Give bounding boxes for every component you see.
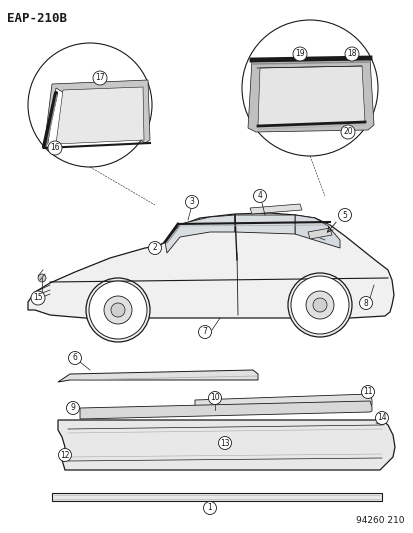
Text: 10: 10 [210, 393, 219, 402]
Text: EAP-210B: EAP-210B [7, 12, 67, 25]
Text: 9: 9 [70, 403, 75, 413]
Circle shape [93, 71, 107, 85]
Text: 18: 18 [347, 50, 356, 59]
Text: 13: 13 [220, 439, 229, 448]
Text: 94260 210: 94260 210 [356, 516, 404, 525]
Circle shape [292, 47, 306, 61]
Text: 19: 19 [294, 50, 304, 59]
Bar [52, 493, 381, 501]
Polygon shape [80, 401, 371, 419]
Text: 17: 17 [95, 74, 104, 83]
Polygon shape [307, 228, 331, 239]
Text: 15: 15 [33, 294, 43, 303]
Text: 16: 16 [50, 143, 59, 152]
Text: 11: 11 [362, 387, 372, 397]
Polygon shape [235, 215, 294, 234]
Circle shape [31, 291, 45, 305]
Polygon shape [249, 204, 301, 214]
Circle shape [185, 196, 198, 208]
Polygon shape [165, 215, 235, 253]
Polygon shape [58, 420, 394, 470]
Polygon shape [195, 394, 371, 412]
Circle shape [305, 291, 333, 319]
Text: 1: 1 [207, 504, 212, 513]
Text: 6: 6 [72, 353, 77, 362]
Circle shape [86, 278, 150, 342]
Circle shape [253, 190, 266, 203]
Text: 12: 12 [60, 450, 69, 459]
Circle shape [148, 241, 161, 254]
Text: 5: 5 [342, 211, 347, 220]
Polygon shape [257, 66, 364, 126]
Circle shape [38, 274, 46, 282]
Circle shape [89, 281, 147, 339]
Circle shape [312, 298, 326, 312]
Text: 14: 14 [376, 414, 386, 423]
Polygon shape [56, 87, 144, 144]
Circle shape [218, 437, 231, 449]
Circle shape [48, 141, 62, 155]
Text: 7: 7 [202, 327, 207, 336]
Polygon shape [58, 370, 257, 382]
Circle shape [208, 392, 221, 405]
Polygon shape [247, 58, 373, 132]
Text: 8: 8 [363, 298, 368, 308]
Circle shape [198, 326, 211, 338]
Polygon shape [28, 213, 393, 318]
Text: 20: 20 [342, 127, 352, 136]
Circle shape [58, 448, 71, 462]
Text: 3: 3 [189, 198, 194, 206]
Circle shape [358, 296, 372, 310]
Circle shape [338, 208, 351, 222]
Circle shape [203, 502, 216, 514]
Text: 4: 4 [257, 191, 262, 200]
Circle shape [340, 125, 354, 139]
Circle shape [361, 385, 374, 399]
Circle shape [68, 351, 81, 365]
Circle shape [344, 47, 358, 61]
Polygon shape [294, 215, 339, 248]
Circle shape [290, 276, 348, 334]
Text: 2: 2 [152, 244, 157, 253]
Polygon shape [44, 80, 150, 148]
Circle shape [104, 296, 132, 324]
Circle shape [287, 273, 351, 337]
Circle shape [111, 303, 125, 317]
Circle shape [66, 401, 79, 415]
Circle shape [375, 411, 387, 424]
